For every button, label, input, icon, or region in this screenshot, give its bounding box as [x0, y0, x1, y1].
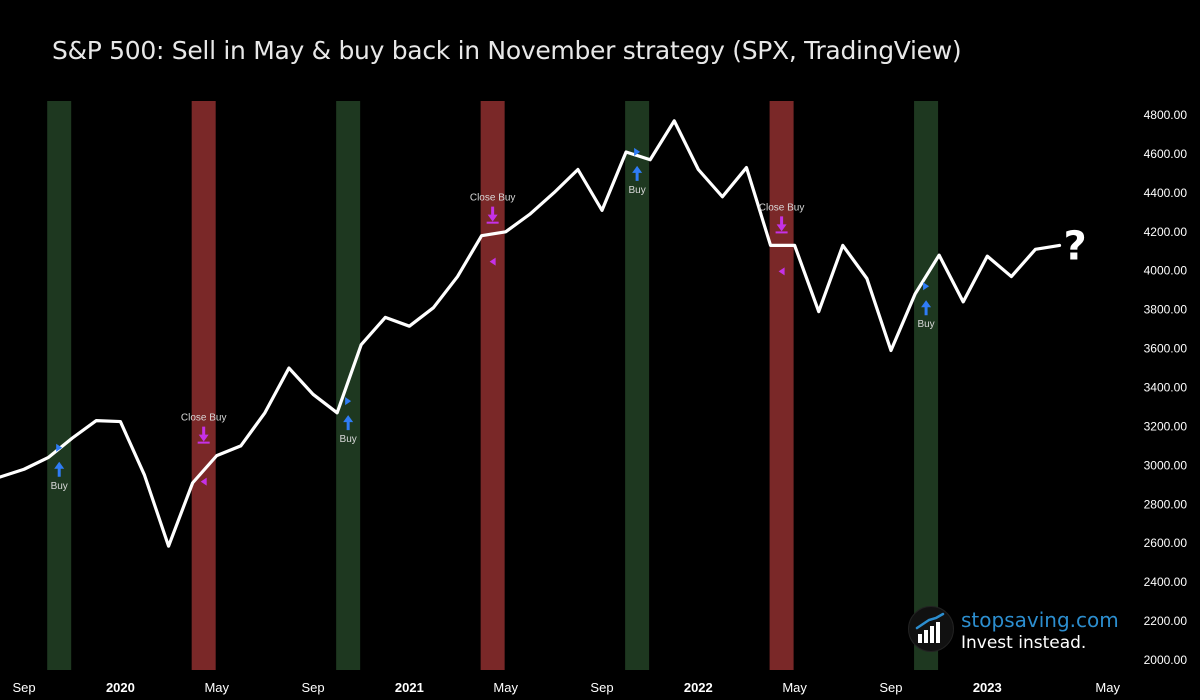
buy-arrow-icon	[54, 461, 65, 477]
y-tick-label: 2800.00	[1144, 497, 1188, 511]
sell-band	[769, 101, 794, 670]
brand-tagline: Invest instead.	[961, 633, 1087, 653]
buy-signal: Buy	[917, 282, 935, 330]
close-buy-label: Close Buy	[759, 202, 805, 213]
buy-marker-icon	[345, 397, 352, 406]
buy-arrow-icon	[921, 300, 932, 316]
price-line	[0, 119, 1062, 548]
y-tick-label: 3000.00	[1144, 458, 1188, 472]
sell-band	[191, 101, 216, 670]
buy-arrow-icon	[632, 165, 643, 181]
buy-signal: Buy	[51, 443, 68, 492]
y-tick-label: 3400.00	[1144, 381, 1188, 395]
close-arrow-base	[197, 441, 210, 444]
close-marker-icon	[200, 477, 207, 486]
close-arrow-icon	[776, 216, 787, 232]
buy-band	[914, 101, 939, 670]
y-tick-label: 4800.00	[1144, 108, 1188, 122]
close-buy-label: Close Buy	[470, 193, 516, 204]
x-tick-label: Sep	[590, 680, 613, 695]
x-tick-label: May	[1095, 680, 1120, 695]
y-tick-label: 4600.00	[1144, 147, 1188, 161]
buy-label: Buy	[51, 481, 68, 492]
x-tick-label: May	[493, 680, 518, 695]
y-tick-label: 4400.00	[1144, 186, 1188, 200]
y-tick-label: 2200.00	[1144, 614, 1188, 628]
x-tick-label: Sep	[879, 680, 902, 695]
x-tick-label: 2021	[395, 680, 424, 695]
buy-band	[47, 101, 72, 670]
close-marker-icon	[778, 267, 785, 276]
close-arrow-base	[775, 231, 788, 234]
bar-chart-icon	[908, 606, 954, 652]
y-tick-label: 3800.00	[1144, 303, 1188, 317]
y-tick-label: 2000.00	[1144, 653, 1188, 667]
y-tick-label: 3600.00	[1144, 342, 1188, 356]
buy-label: Buy	[917, 319, 934, 330]
buy-band	[625, 101, 650, 670]
close-buy-label: Close Buy	[181, 413, 227, 424]
close-arrow-icon	[198, 426, 209, 442]
x-tick-label: Sep	[301, 680, 324, 695]
brand-badge: stopsaving.com Invest instead.	[908, 606, 1138, 662]
y-axis: 4800.00 4600.00 4400.00 4200.00 4000.00 3800.…	[1144, 108, 1188, 667]
x-tick-label: 2022	[684, 680, 713, 695]
question-mark-annotation: ?	[1064, 223, 1087, 269]
y-tick-label: 2600.00	[1144, 536, 1188, 550]
y-tick-label: 2400.00	[1144, 575, 1188, 589]
close-arrow-base	[486, 221, 499, 224]
y-tick-label: 4200.00	[1144, 225, 1188, 239]
chart-title: S&P 500: Sell in May & buy back in Novem…	[52, 36, 962, 65]
y-tick-label: 3200.00	[1144, 419, 1188, 433]
x-tick-label: Sep	[13, 680, 36, 695]
buy-signal: Buy	[629, 147, 646, 196]
sell-band	[480, 101, 505, 670]
price-line-layer	[0, 119, 1062, 548]
signals-layer: Buy Close Buy Buy Close Buy Buy Close Buy Buy	[51, 147, 935, 492]
buy-signal: Buy	[340, 397, 357, 445]
buy-marker-icon	[923, 282, 930, 291]
buy-marker-icon	[634, 147, 641, 156]
buy-label: Buy	[629, 185, 646, 196]
x-tick-label: 2020	[106, 680, 135, 695]
buy-label: Buy	[340, 434, 357, 445]
close-marker-icon	[489, 257, 496, 266]
buy-arrow-icon	[343, 415, 354, 431]
brand-name: stopsaving.com	[961, 608, 1119, 632]
close-signal: Close Buy	[759, 202, 805, 276]
x-tick-label: 2023	[973, 680, 1002, 695]
x-tick-label: May	[782, 680, 807, 695]
close-signal: Close Buy	[181, 413, 227, 486]
buy-marker-icon	[56, 443, 63, 452]
strategy-bands	[47, 101, 939, 670]
close-arrow-icon	[487, 206, 498, 222]
x-axis: Sep 2020 May Sep 2021 May Sep 2022 May Sep 2023 May	[13, 680, 1121, 695]
y-tick-label: 4000.00	[1144, 264, 1188, 278]
close-signal: Close Buy	[470, 193, 516, 266]
x-tick-label: May	[204, 680, 229, 695]
